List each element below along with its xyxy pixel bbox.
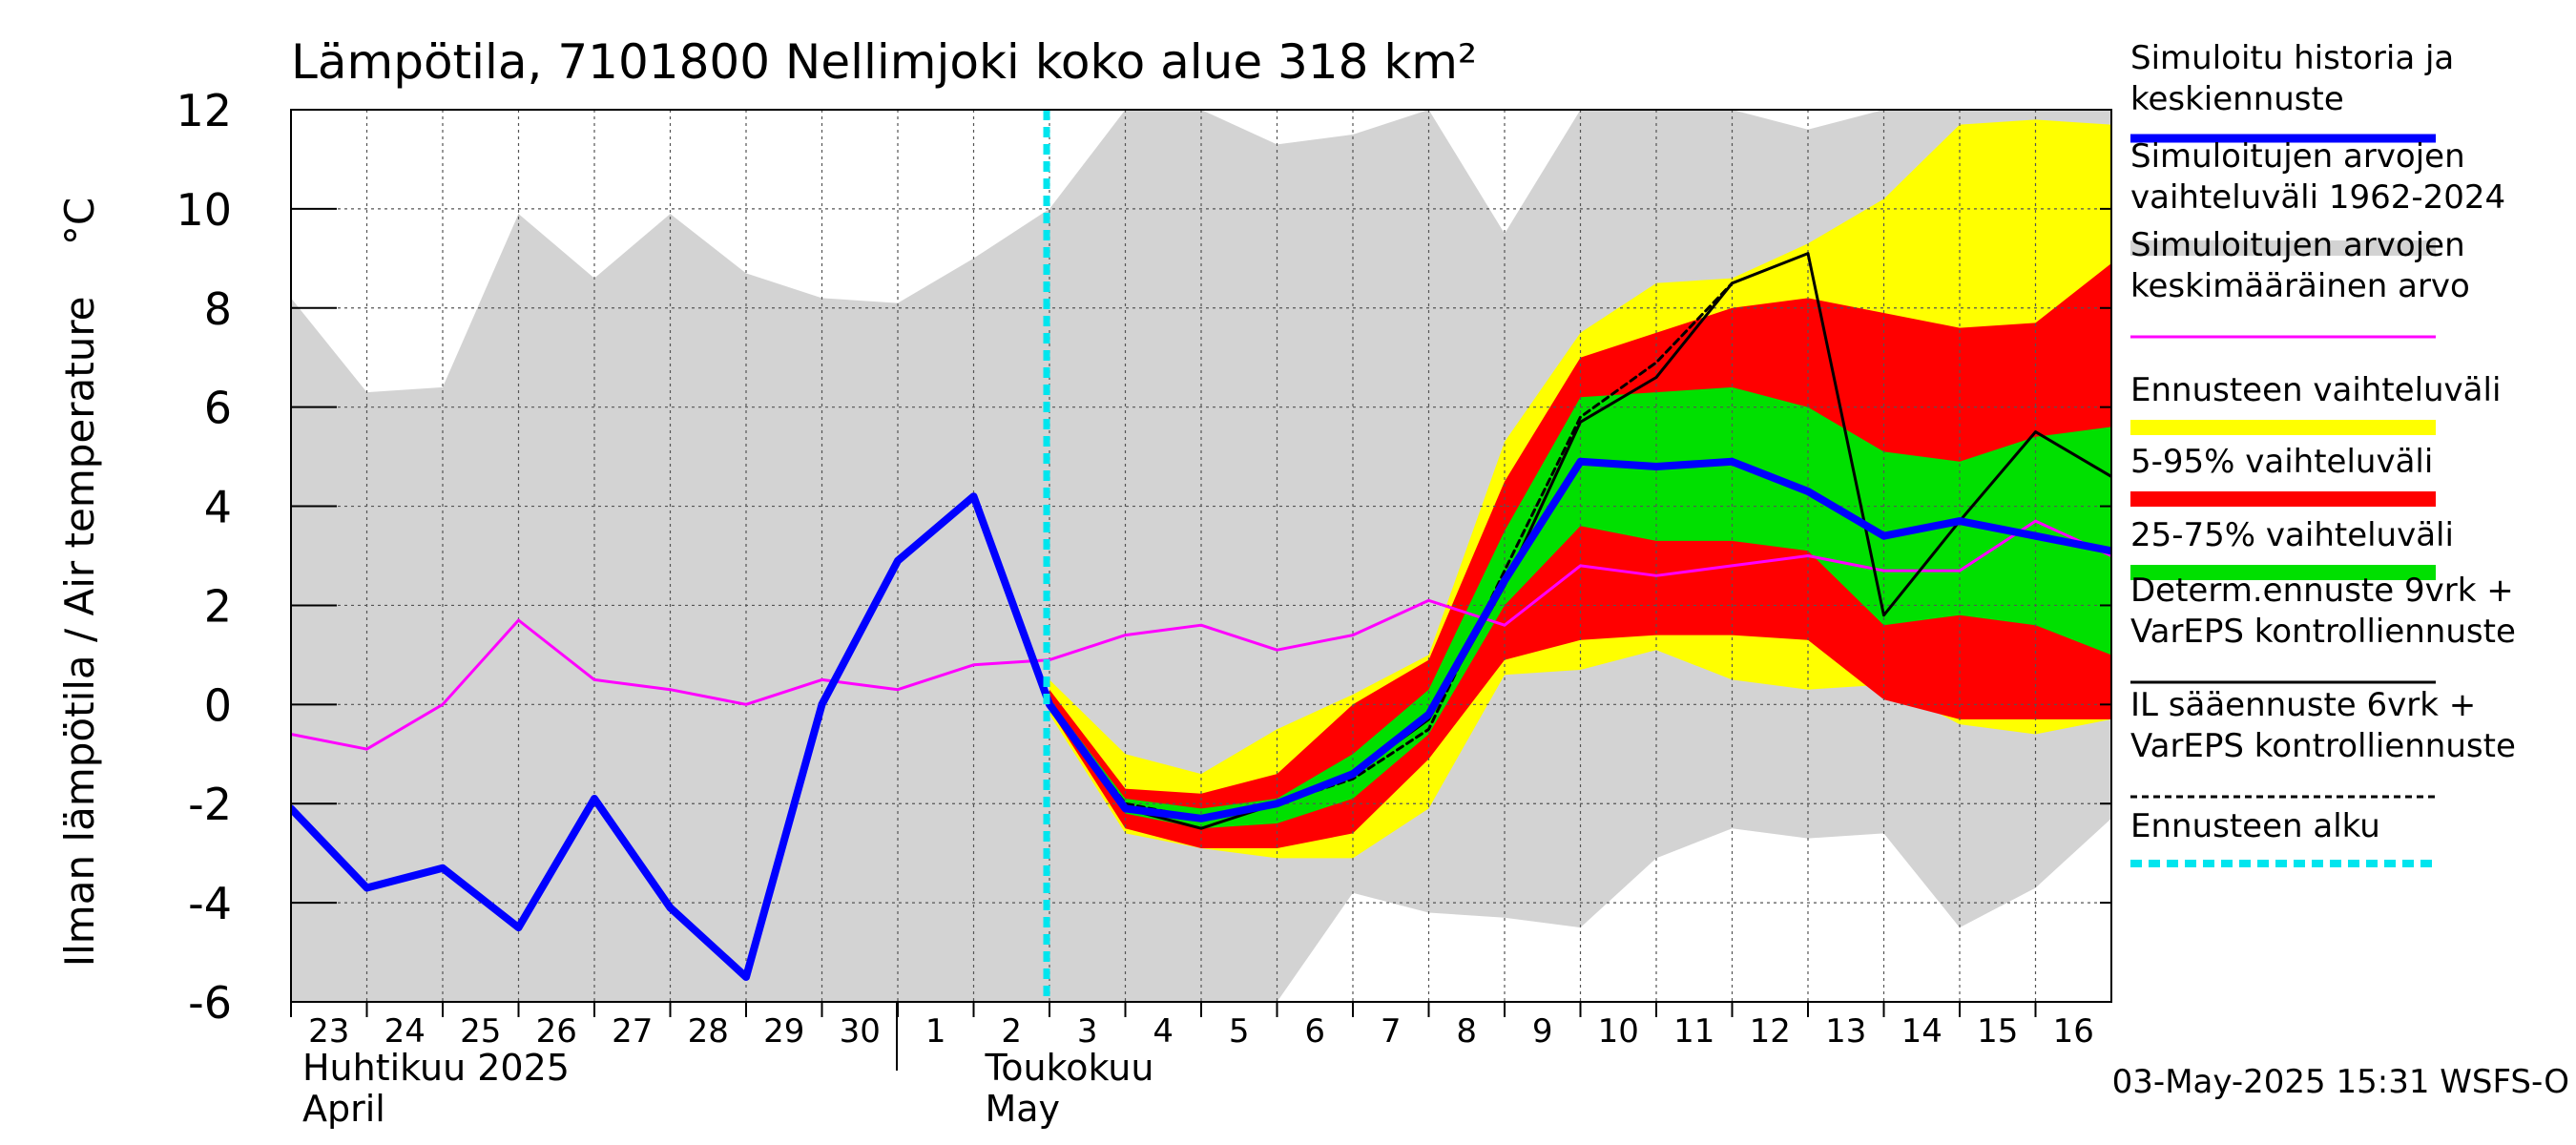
timestamp-footer: 03-May-2025 15:31 WSFS-O <box>2112 1063 2569 1101</box>
month-label: Toukokuu <box>984 1047 1153 1089</box>
month-label: Huhtikuu 2025 <box>302 1047 570 1089</box>
x-tick-label: 26 <box>536 1012 577 1051</box>
x-tick-label: 8 <box>1456 1012 1477 1051</box>
legend-label: VarEPS kontrolliennuste <box>2130 727 2516 765</box>
band-2 <box>1049 263 2111 848</box>
x-tick-label: 29 <box>763 1012 804 1051</box>
x-tick-label: 4 <box>1153 1012 1174 1051</box>
x-tick-label: 3 <box>1077 1012 1098 1051</box>
legend-label: keskimääräinen arvo <box>2130 267 2470 305</box>
month-label-en: April <box>302 1088 385 1130</box>
y-tick-label: 4 <box>204 482 232 533</box>
y-tick-label: 0 <box>204 679 232 731</box>
month-label-en: May <box>985 1088 1060 1130</box>
x-tick-label: 28 <box>688 1012 729 1051</box>
chart-title: Lämpötila, 7101800 Nellimjoki koko alue … <box>291 34 1477 90</box>
grid-layer <box>290 109 2112 1003</box>
legend-label: Ennusteen vaihteluväli <box>2130 371 2501 409</box>
y-tick-label: -6 <box>188 977 232 1029</box>
legend-label: IL sääennuste 6vrk + <box>2130 686 2476 724</box>
legend-label: Simuloitujen arvojen <box>2130 137 2465 176</box>
y-tick-label: 8 <box>204 283 232 335</box>
legend-swatch <box>2130 240 2436 256</box>
lines-layer <box>291 110 2111 1002</box>
x-tick-label: 12 <box>1750 1012 1791 1051</box>
series-line-3 <box>291 457 2111 981</box>
x-tick-label: 25 <box>460 1012 501 1051</box>
x-tick-label: 24 <box>384 1012 426 1051</box>
x-tick-label: 13 <box>1825 1012 1866 1051</box>
legend-label: Simuloitujen arvojen <box>2130 226 2465 264</box>
legend-label: 5-95% vaihteluväli <box>2130 443 2433 481</box>
legend-label: vaihteluväli 1962-2024 <box>2130 178 2505 217</box>
x-tick-label: 11 <box>1673 1012 1714 1051</box>
x-tick-label: 7 <box>1381 1012 1402 1051</box>
x-tick-label: 30 <box>840 1012 881 1051</box>
x-tick-label: 16 <box>2053 1012 2094 1051</box>
x-tick-label: 9 <box>1532 1012 1553 1051</box>
y-tick-label: 10 <box>176 184 232 236</box>
y-tick-label: 12 <box>176 85 232 136</box>
band-3 <box>1049 386 2111 829</box>
legend-label: keskiennuste <box>2130 80 2344 118</box>
y-tick-label: 2 <box>204 580 232 632</box>
y-tick-label: -2 <box>188 779 232 830</box>
x-tick-label: 27 <box>612 1012 653 1051</box>
x-tick-label: 14 <box>1901 1012 1942 1051</box>
legend-label: Determ.ennuste 9vrk + <box>2130 572 2514 610</box>
x-tick-label: 1 <box>925 1012 946 1051</box>
legend-label: 25-75% vaihteluväli <box>2130 516 2454 554</box>
y-tick-label: -4 <box>188 878 232 929</box>
x-tick-label: 5 <box>1229 1012 1250 1051</box>
x-tick-label: 10 <box>1598 1012 1639 1051</box>
legend-swatch <box>2130 491 2436 507</box>
legend-label: Simuloitu historia ja <box>2130 39 2454 77</box>
x-tick-label: 23 <box>308 1012 349 1051</box>
x-tick-label: 2 <box>1001 1012 1022 1051</box>
legend-label: VarEPS kontrolliennuste <box>2130 613 2516 651</box>
legend-swatch <box>2130 565 2436 580</box>
x-tick-label: 6 <box>1304 1012 1325 1051</box>
legend-label: Ennusteen alku <box>2130 807 2380 845</box>
x-tick-label: 15 <box>1977 1012 2018 1051</box>
legend-swatch <box>2130 420 2436 435</box>
y-tick-label: 6 <box>204 383 232 434</box>
series-line-0 <box>291 519 2111 751</box>
y-axis-label: Ilman lämpötila / Air temperature °C <box>56 198 103 968</box>
